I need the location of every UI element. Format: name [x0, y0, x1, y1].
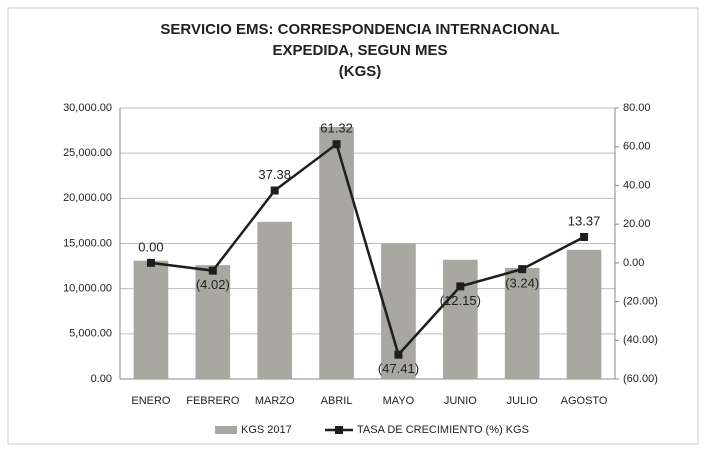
y-tick-label: 25,000.00 [63, 147, 112, 159]
y-tick-label: 20,000.00 [63, 192, 112, 204]
y2-tick-label: 60.00 [623, 141, 651, 153]
legend-label: KGS 2017 [241, 424, 292, 436]
y2-tick-label: 20.00 [623, 218, 651, 230]
line-marker [394, 350, 403, 359]
line-marker [456, 282, 465, 291]
bar [566, 249, 602, 379]
data-label: (47.41) [378, 361, 419, 376]
line-marker [518, 265, 527, 274]
legend-swatch [215, 426, 237, 434]
data-label: (4.02) [196, 277, 230, 292]
y-tick-label: 0.00 [91, 373, 112, 385]
y-tick-label: 10,000.00 [63, 283, 112, 295]
y-tick-label: 30,000.00 [63, 102, 112, 114]
y2-tick-label: 40.00 [623, 179, 651, 191]
legend-swatch [335, 426, 343, 434]
data-label: (12.15) [440, 293, 481, 308]
line-marker [208, 266, 217, 275]
x-tick-label: ENERO [131, 395, 171, 407]
line-series [150, 142, 585, 358]
bar [133, 260, 169, 379]
y-tick-label: 15,000.00 [63, 237, 112, 249]
line-marker [580, 232, 589, 241]
data-label: 13.37 [568, 213, 601, 228]
x-tick-label: FEBRERO [186, 395, 240, 407]
data-label: 61.32 [320, 121, 353, 136]
y2-tick-label: (60.00) [623, 373, 658, 385]
x-tick-label: ABRIL [321, 395, 353, 407]
chart-title: SERVICIO EMS: CORRESPONDENCIA INTERNACIO… [160, 21, 559, 38]
line-marker [270, 186, 279, 195]
bar [504, 267, 540, 379]
chart-title: (KGS) [339, 63, 382, 80]
data-label: 37.38 [258, 167, 291, 182]
chart-title: EXPEDIDA, SEGUN MES [272, 42, 447, 59]
bar [195, 265, 231, 379]
legend-label: TASA DE CRECIMIENTO (%) KGS [357, 424, 529, 436]
x-tick-label: MAYO [383, 395, 415, 407]
bar [319, 126, 354, 379]
x-tick-label: MARZO [255, 395, 295, 407]
y2-tick-label: (40.00) [623, 334, 658, 346]
x-tick-label: JULIO [507, 395, 539, 407]
x-tick-label: JUNIO [444, 395, 477, 407]
line-marker [146, 258, 155, 267]
bar [442, 259, 478, 379]
y2-tick-label: 80.00 [623, 102, 651, 114]
bar [257, 221, 293, 379]
data-label: 0.00 [138, 239, 163, 254]
y-tick-label: 5,000.00 [69, 328, 112, 340]
y2-tick-label: (20.00) [623, 295, 658, 307]
y2-tick-label: 0.00 [623, 257, 644, 269]
line-marker [332, 140, 341, 149]
data-label: (3.24) [505, 276, 539, 291]
x-tick-label: AGOSTO [561, 395, 608, 407]
